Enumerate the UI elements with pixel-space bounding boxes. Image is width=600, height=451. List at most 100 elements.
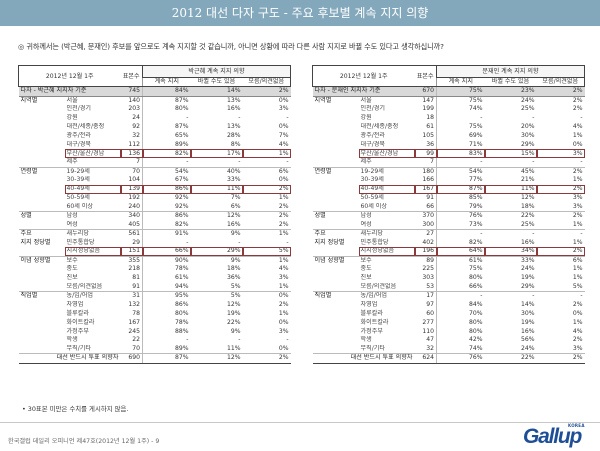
row-sample-size: 624 (414, 353, 437, 364)
row-subgroup: 화이트칼라 (360, 318, 389, 326)
row-may-change: - (238, 336, 241, 344)
row-category (19, 345, 65, 354)
row-sample-size: 7 (414, 158, 437, 168)
row-subgroup: 강원 (66, 114, 78, 122)
row-continue: - (436, 291, 485, 301)
row-category (19, 185, 65, 194)
row-category: 직업별 (312, 291, 359, 301)
gallup-logo-region: KOREA (568, 423, 585, 428)
row-dont-know: 0% (278, 318, 289, 326)
row-sample-size: 245 (120, 327, 143, 337)
table-row: 지역별 서울 147 75% 24% 2% (313, 96, 585, 105)
table-row: 성별 남성 340 86% 12% 2% (18, 211, 291, 221)
row-may-change: 6% (230, 202, 241, 210)
row-continue: 84% (468, 300, 483, 308)
table-row: 50-59세 192 92% 7% 1% (19, 193, 291, 203)
row-category (313, 336, 359, 345)
row-may-change: - (238, 238, 241, 246)
row-category (19, 309, 65, 318)
row-category (313, 158, 359, 167)
row-may-change: - (532, 114, 535, 122)
row-dont-know: 0% (278, 176, 289, 184)
row-may-change: 13% (226, 96, 241, 104)
table-row: 중도 225 75% 24% 1% (313, 265, 585, 274)
table-row: 진보 303 80% 19% 1% (313, 273, 585, 283)
row-category (313, 265, 359, 274)
row-continue: 92% (174, 202, 189, 210)
row-subgroup: 강원 (360, 114, 372, 122)
table-row: 지지 정당별 민주통합당 402 82% 16% 1% (313, 238, 585, 248)
row-may-change: 11% (484, 185, 537, 194)
table-row: 40-49세 139 86% 11% 2% (19, 185, 291, 194)
row-continue: 87% (436, 185, 485, 194)
gallup-logo-word: Gallup (523, 425, 582, 448)
row-continue: - (186, 114, 189, 122)
row-continue: 87% (142, 353, 191, 364)
row-continue: 94% (174, 282, 189, 290)
row-subgroup: 광주/전라 (360, 131, 385, 139)
row-continue: 77% (468, 176, 483, 184)
row-subgroup: 40-49세 (64, 185, 121, 194)
row-may-change: 36% (226, 274, 241, 282)
sample-size-header: 표본수 (120, 64, 143, 88)
row-dont-know: 5% (242, 247, 291, 257)
row-subgroup: 제주 (360, 158, 372, 166)
row-sample-size: 277 (414, 318, 437, 328)
report-title-bar: 2012 대선 다자 구도 - 주요 후보별 계속 지지 의향 (0, 0, 600, 26)
row-category (19, 336, 65, 345)
row-subgroup: 19-29세 (358, 166, 415, 177)
table-row: 대전/세종/충청 61 75% 20% 4% (313, 122, 585, 132)
row-dont-know: 0% (242, 291, 291, 301)
row-subgroup: 중도 (66, 265, 78, 273)
row-subgroup: 50-59세 (360, 194, 384, 202)
row-subgroup: 자영업 (360, 300, 378, 308)
total-dont-know: 2% (536, 86, 585, 97)
row-continue: 78% (174, 265, 189, 273)
row-subgroup: 50-59세 (66, 194, 90, 202)
row-category (313, 301, 359, 310)
row-category (313, 327, 359, 336)
row-continue: 90% (142, 255, 191, 266)
row-sample-size: 196 (414, 247, 437, 257)
row-dont-know: 3% (572, 194, 583, 202)
row-may-change: 9% (190, 255, 243, 266)
row-may-change: 11% (226, 345, 241, 353)
row-subgroup: 지지정당없음 (64, 247, 121, 257)
col-header-continue: 계속 지지 (142, 77, 191, 88)
row-dont-know: 1% (572, 131, 583, 139)
row-sample-size: 7 (120, 158, 143, 168)
row-may-change: 12% (226, 300, 241, 308)
row-continue: 74% (468, 345, 483, 353)
row-subgroup: 19-29세 (64, 166, 121, 177)
table-row: 성별 남성 370 76% 22% 2% (312, 211, 585, 221)
row-sample-size: 36 (414, 140, 437, 150)
table-row: 인천/경기 203 80% 16% 3% (19, 104, 291, 114)
row-dont-know: 3% (278, 327, 289, 335)
row-continue: 75% (468, 123, 483, 131)
row-category (313, 274, 359, 283)
row-dont-know: 2% (572, 300, 583, 308)
row-continue: 82% (468, 238, 483, 246)
row-category: 연령별 (18, 166, 65, 177)
row-subgroup: 40-49세 (358, 185, 415, 194)
footer-source: 한국갤럽 데일리 오피니언 제47호(2012년 12월 1주) - 9 (8, 438, 160, 445)
row-subgroup: 진보 (360, 274, 372, 282)
row-dont-know: - (580, 158, 583, 166)
table-row: 모름/의견없음 91 94% 5% 1% (19, 282, 291, 292)
row-dont-know: 2% (536, 211, 585, 221)
row-subgroup: 모름/의견없음 (360, 282, 397, 290)
row-continue: 80% (468, 327, 483, 335)
row-sample-size: 27 (414, 228, 437, 239)
row-may-change: 19% (520, 274, 535, 282)
row-may-change: 29% (190, 247, 243, 257)
table-row: 진보 81 61% 36% 3% (19, 273, 291, 283)
total-label: 다자 - 박근혜 지지자 기준 (18, 86, 121, 97)
row-continue: 79% (468, 202, 483, 210)
row-dont-know: 0% (572, 309, 583, 317)
row-category (19, 283, 65, 292)
row-dont-know: 4% (278, 140, 289, 148)
row-continue: 54% (142, 166, 191, 177)
row-category (19, 247, 65, 256)
row-continue: 65% (174, 131, 189, 139)
row-dont-know: 3% (572, 202, 583, 210)
